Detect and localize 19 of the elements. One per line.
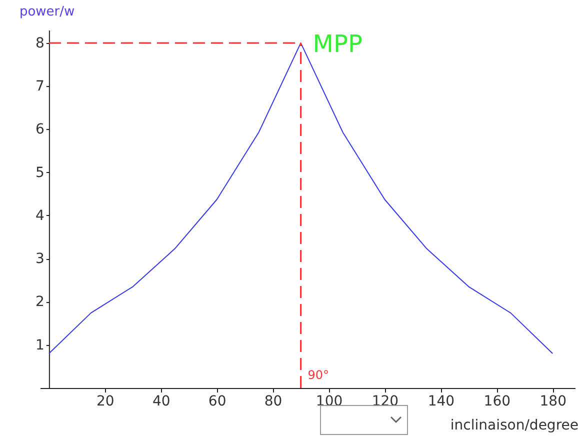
y-tick-label: 3: [36, 251, 44, 268]
x-tick-label: 80: [264, 394, 282, 410]
y-tick-label: 1: [36, 337, 44, 354]
y-tick-label: 2: [36, 294, 44, 310]
x-tick-label: 20: [96, 394, 114, 410]
x-axis-title: inclinaison/degree: [450, 418, 578, 434]
y-tick-label: 7: [36, 78, 44, 95]
x-tick-label: 40: [152, 394, 170, 410]
x-tick-label: 140: [428, 394, 455, 410]
annotation: MPP: [312, 30, 362, 58]
y-axis-title: power/w: [19, 4, 76, 20]
y-tick-label: 5: [36, 164, 44, 181]
x-tick-label: 60: [208, 394, 226, 410]
x-tick-label: 180: [540, 394, 566, 410]
ref-line-label: 90°: [308, 368, 330, 382]
x-tick-label: 160: [484, 394, 511, 410]
y-tick-label: 4: [36, 208, 45, 224]
y-tick-label: 6: [36, 122, 45, 138]
y-tick-label: 8: [36, 35, 44, 52]
